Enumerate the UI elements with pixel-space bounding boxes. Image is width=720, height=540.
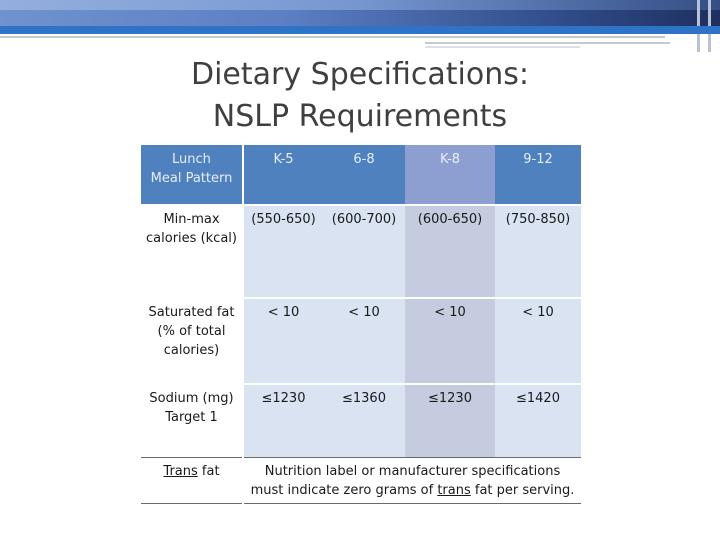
nutrition-spec-table: Lunch Meal Pattern K-5 6-8 K-8 9-12 Min-… xyxy=(141,145,581,504)
grade-header-cell: 6-8 xyxy=(323,145,405,205)
row-label-line: calories (kcal) xyxy=(146,231,237,246)
note-text: must indicate zero grams of xyxy=(250,482,438,498)
row-label-line: Min-max xyxy=(163,212,220,227)
accent-stripe xyxy=(0,26,720,34)
trans-fat-note-line: must indicate zero grams of trans fat pe… xyxy=(247,481,578,500)
value-cell: ≤1230 xyxy=(243,383,323,457)
slide-title-line: Dietary Specifications: xyxy=(190,57,529,92)
trans-fat-note-line: Nutrition label or manufacturer specific… xyxy=(264,463,561,479)
row-label-line: calories) xyxy=(163,343,220,358)
row-label-line: (% of total xyxy=(157,324,226,339)
note-text: fat per serving. xyxy=(470,482,575,498)
value-cell: ≤1420 xyxy=(495,383,581,457)
decorative-rule xyxy=(425,42,670,44)
value-cell: < 10 xyxy=(243,297,323,384)
value-cell: < 10 xyxy=(495,297,581,384)
decorative-rule xyxy=(0,36,665,38)
value-cell: < 10 xyxy=(323,297,405,384)
value-cell: ≤1230 xyxy=(405,383,495,457)
value-cell: (750-850) xyxy=(495,204,581,298)
row-label-line: Target 1 xyxy=(165,410,218,425)
top-banner-gloss xyxy=(0,0,720,10)
slide-title: Dietary Specifications: NSLP Requirement… xyxy=(140,54,580,138)
row-label-line: Saturated fat xyxy=(148,305,235,320)
trans-fat-note-cell: Nutrition label or manufacturer specific… xyxy=(243,456,581,504)
trans-label-underlined: Trans xyxy=(163,463,198,479)
value-cell: (550-650) xyxy=(243,204,323,298)
grade-header-cell: K-5 xyxy=(243,145,323,205)
slide-title-line: NSLP Requirements xyxy=(212,99,508,134)
row-label-line: Sodium (mg) xyxy=(149,391,234,406)
value-cell: (600-700) xyxy=(323,204,405,298)
table-header-row: Lunch Meal Pattern K-5 6-8 K-8 9-12 xyxy=(141,145,581,205)
decorative-rule xyxy=(425,46,580,48)
grade-header-cell: K-8 xyxy=(405,145,495,205)
header-label-line: Lunch xyxy=(172,152,211,167)
row-label-cell: Min-max calories (kcal) xyxy=(141,204,244,298)
top-banner xyxy=(0,0,720,52)
table-row: Sodium (mg) Target 1 ≤1230 ≤1360 ≤1230 ≤… xyxy=(141,383,581,457)
table-row: Saturated fat (% of total calories) < 10… xyxy=(141,297,581,384)
value-cell: (600-650) xyxy=(405,204,495,298)
value-cell: < 10 xyxy=(405,297,495,384)
note-text-underlined: trans xyxy=(437,482,471,498)
table-row: Min-max calories (kcal) (550-650) (600-7… xyxy=(141,204,581,298)
value-cell: ≤1360 xyxy=(323,383,405,457)
row-label-cell: Sodium (mg) Target 1 xyxy=(141,383,244,457)
trans-fat-row: Trans fat Nutrition label or manufacture… xyxy=(141,456,581,504)
row-label-cell: Trans fat xyxy=(141,456,244,504)
grade-header-cell: 9-12 xyxy=(495,145,581,205)
trans-label-rest: fat xyxy=(197,463,220,479)
row-label-cell: Saturated fat (% of total calories) xyxy=(141,297,244,384)
header-label-line: Meal Pattern xyxy=(150,171,233,186)
header-label-cell: Lunch Meal Pattern xyxy=(141,145,244,205)
